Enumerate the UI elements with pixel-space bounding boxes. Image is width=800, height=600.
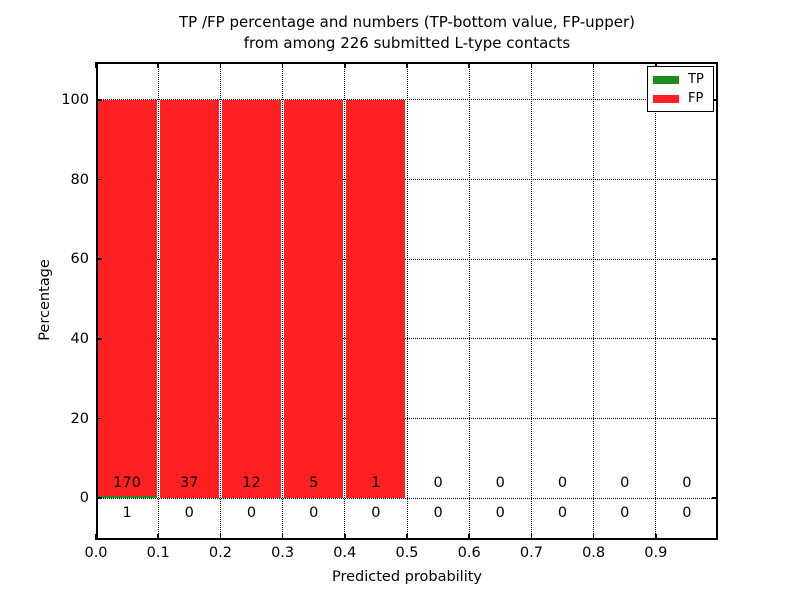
fp-bar-bin-2: [221, 99, 282, 499]
x-tick-top: [95, 62, 97, 68]
y-tick-left: [96, 338, 102, 340]
v-gridline-0.1: [157, 62, 159, 540]
v-gridline-0.8: [593, 62, 595, 540]
x-axis-label: Predicted probability: [331, 569, 483, 585]
x-tick-label-0.9: 0.9: [644, 545, 668, 561]
fp-count-bin-5: 0: [433, 475, 443, 491]
v-gridline-0.4: [344, 62, 346, 540]
y-tick-left: [96, 99, 102, 101]
fp-bar-bin-0: [97, 99, 157, 496]
v-gridline-0.5: [406, 62, 408, 540]
tp-count-bin-8: 0: [620, 505, 630, 521]
legend-entry-fp: FP: [653, 90, 708, 106]
x-tick-bottom: [592, 534, 595, 540]
fp-count-bin-3: 5: [309, 475, 319, 491]
y-tick-label-100: 100: [61, 91, 89, 108]
x-tick-top: [406, 62, 408, 68]
tp-count-bin-0: 1: [122, 505, 132, 521]
legend-label-fp: FP: [688, 90, 704, 106]
tp-count-bin-5: 0: [433, 505, 443, 521]
fp-count-bin-7: 0: [557, 475, 568, 491]
tp-count-bin-4: 0: [371, 505, 381, 521]
fp-count-bin-1: 37: [180, 475, 199, 491]
tp-color-swatch-icon: [653, 75, 679, 84]
v-gridline-0.6: [468, 62, 470, 540]
chart-title-line1: TP /FP percentage and numbers (TP-bottom…: [179, 13, 635, 31]
chart-title: TP /FP percentage and numbers (TP-bottom…: [97, 12, 717, 54]
x-tick-bottom: [530, 534, 533, 540]
y-tick-right: [712, 258, 718, 260]
x-tick-top: [219, 62, 222, 68]
tp-count-bin-1: 0: [184, 505, 194, 521]
legend: TP FP: [647, 66, 714, 112]
x-tick-bottom: [655, 534, 657, 540]
x-tick-top: [655, 62, 657, 68]
y-tick-right: [712, 178, 718, 181]
x-tick-bottom: [219, 534, 222, 540]
y-tick-label-80: 80: [70, 171, 89, 188]
y-tick-left: [96, 417, 102, 420]
x-tick-bottom: [281, 534, 284, 540]
fp-bar-bin-3: [284, 99, 344, 499]
x-tick-top: [157, 62, 159, 68]
y-tick-left: [96, 497, 102, 499]
y-tick-label-20: 20: [70, 410, 89, 427]
tp-count-bin-3: 0: [309, 505, 319, 521]
x-tick-bottom: [406, 534, 408, 540]
v-gridline-0.7: [530, 62, 532, 540]
fp-count-bin-8: 0: [620, 475, 630, 491]
tp-count-bin-6: 0: [495, 505, 505, 521]
y-tick-label-60: 60: [70, 251, 89, 268]
x-tick-label-0.7: 0.7: [519, 545, 543, 561]
x-tick-label-0.1: 0.1: [146, 545, 170, 561]
fp-count-bin-6: 0: [495, 475, 505, 491]
y-tick-left: [96, 178, 102, 181]
fp-count-bin-9: 0: [682, 475, 692, 491]
x-tick-top: [592, 62, 595, 68]
fp-bar-bin-4: [346, 99, 406, 499]
x-tick-label-0.6: 0.6: [457, 545, 481, 561]
v-gridline-0.9: [655, 62, 657, 540]
y-tick-right: [712, 338, 718, 340]
y-axis-label: Percentage: [37, 259, 53, 341]
x-tick-top: [344, 62, 346, 68]
x-tick-label-0.3: 0.3: [271, 545, 295, 561]
legend-entry-tp: TP: [653, 71, 708, 87]
fp-count-bin-4: 1: [371, 475, 381, 491]
fp-count-bin-2: 12: [242, 475, 261, 491]
tp-count-bin-2: 0: [246, 505, 257, 521]
y-tick-right: [712, 497, 718, 499]
x-tick-bottom: [157, 534, 159, 540]
x-tick-label-0.4: 0.4: [333, 545, 357, 561]
x-tick-top: [530, 62, 533, 68]
x-tick-bottom: [468, 534, 470, 540]
x-tick-top: [281, 62, 284, 68]
x-tick-label-0.8: 0.8: [582, 545, 606, 561]
y-tick-label-40: 40: [70, 330, 89, 347]
x-tick-label-0.0: 0.0: [84, 545, 108, 561]
x-tick-bottom: [344, 534, 346, 540]
tp-count-bin-9: 0: [682, 505, 692, 521]
v-gridline-0.3: [282, 62, 284, 540]
fp-count-bin-0: 170: [113, 475, 141, 491]
tp-count-bin-7: 0: [557, 505, 568, 521]
v-gridline-0.2: [219, 62, 221, 540]
y-tick-right: [712, 99, 718, 101]
legend-label-tp: TP: [688, 71, 704, 87]
x-tick-top: [468, 62, 470, 68]
y-tick-right: [712, 417, 718, 420]
tp-bar-bin-0: [97, 495, 157, 499]
y-tick-left: [96, 258, 102, 260]
x-tick-label-0.5: 0.5: [395, 545, 419, 561]
chart-title-line2: from among 226 submitted L-type contacts: [243, 34, 571, 52]
x-tick-label-0.2: 0.2: [208, 545, 232, 561]
fp-bar-bin-1: [159, 99, 219, 499]
y-tick-label-0: 0: [79, 490, 89, 507]
fp-color-swatch-icon: [653, 94, 679, 103]
x-tick-bottom: [95, 534, 97, 540]
